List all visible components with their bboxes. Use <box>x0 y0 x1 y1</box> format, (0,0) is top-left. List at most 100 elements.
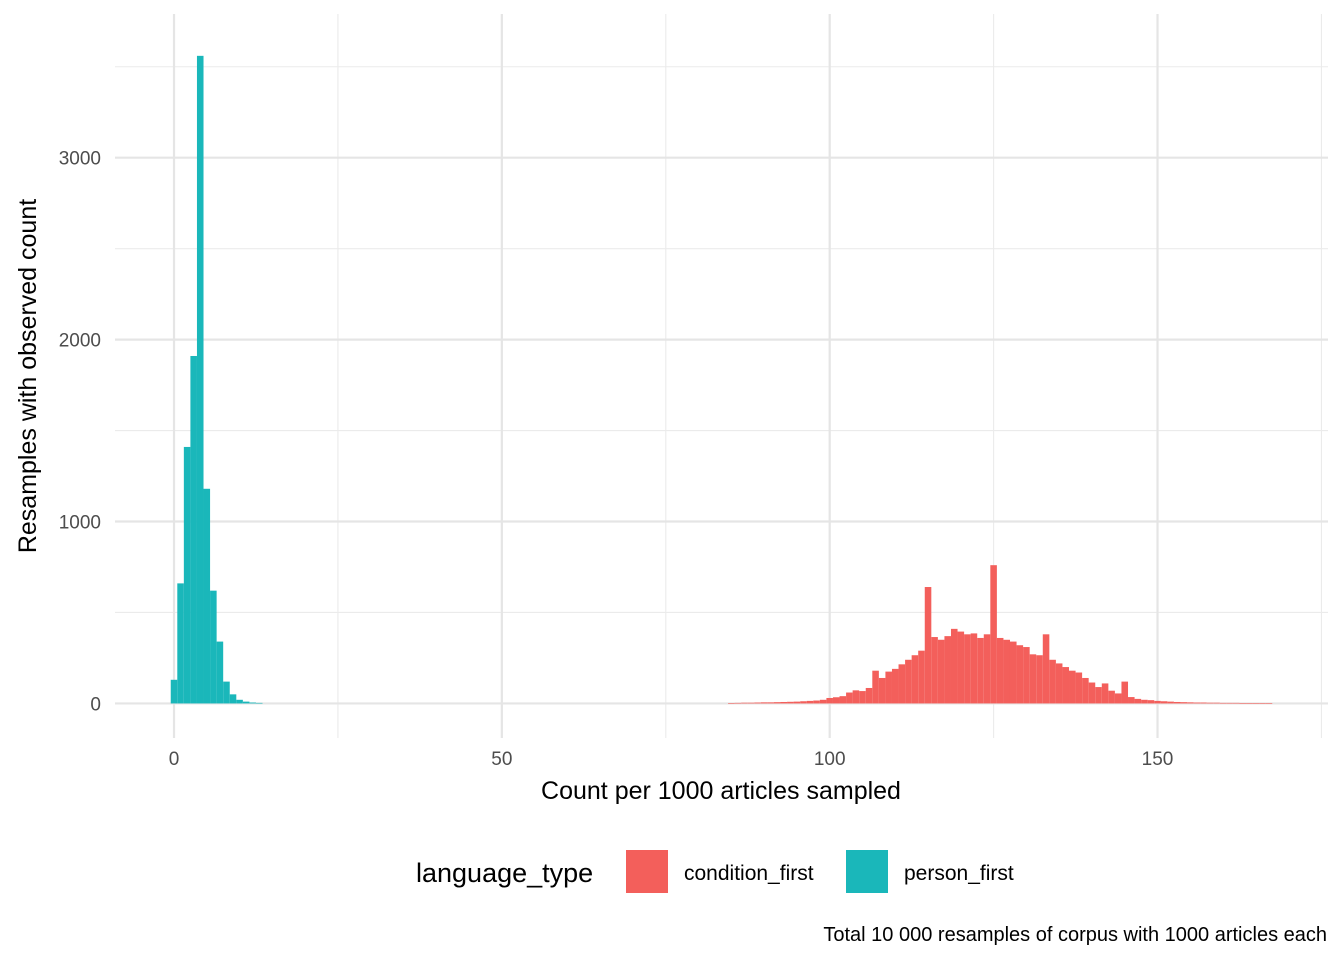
bar-condition-first <box>1259 703 1266 704</box>
bar-condition-first <box>1246 703 1253 704</box>
bar-person-first <box>249 702 256 704</box>
bar-condition-first <box>950 628 958 704</box>
bar-condition-first <box>1206 702 1214 704</box>
bar-condition-first <box>990 565 997 704</box>
x-tick-label: 150 <box>1142 749 1174 770</box>
grid <box>115 14 1328 738</box>
bar-condition-first <box>1128 697 1135 704</box>
bar-condition-first <box>1213 702 1220 704</box>
bar-person-first <box>190 355 197 704</box>
bar-condition-first <box>1121 681 1129 704</box>
bar-condition-first <box>1088 682 1096 704</box>
y-axis-title: Resamples with observed count <box>14 199 42 553</box>
bar-person-first <box>255 702 263 704</box>
bar-condition-first <box>813 700 820 704</box>
plot-bars <box>170 55 1273 704</box>
y-tick-label: 0 <box>90 694 101 715</box>
x-axis-title: Count per 1000 articles sampled <box>541 777 901 805</box>
bar-person-first <box>177 583 184 704</box>
bar-condition-first <box>1180 702 1188 704</box>
bar-condition-first <box>872 670 879 704</box>
bar-condition-first <box>1029 654 1037 704</box>
bar-condition-first <box>800 701 807 704</box>
bar-person-first <box>242 701 250 704</box>
bar-condition-first <box>944 636 951 704</box>
bar-condition-first <box>1042 634 1050 704</box>
bar-condition-first <box>977 637 984 704</box>
bar-condition-first <box>734 702 742 704</box>
legend-swatch-condition-first <box>626 850 668 893</box>
bar-condition-first <box>1193 702 1201 704</box>
bar-condition-first <box>911 655 919 704</box>
bar-condition-first <box>1160 701 1168 704</box>
bar-condition-first <box>1016 645 1024 704</box>
bar-condition-first <box>773 702 781 704</box>
bar-condition-first <box>826 697 833 704</box>
bar-condition-first <box>983 634 991 704</box>
bar-condition-first <box>1023 647 1030 704</box>
bar-condition-first <box>1167 701 1174 704</box>
bar-person-first <box>183 446 191 704</box>
bar-condition-first <box>970 633 978 704</box>
legend-label-person-first: person_first <box>904 862 1014 885</box>
bar-condition-first <box>852 690 860 704</box>
bar-person-first <box>216 641 224 704</box>
bar-condition-first <box>1226 702 1233 704</box>
bar-condition-first <box>1009 641 1017 704</box>
bar-condition-first <box>964 634 971 704</box>
bar-condition-first <box>1187 702 1194 704</box>
bar-condition-first <box>891 668 899 704</box>
bar-person-first <box>196 55 204 704</box>
y-tick-label: 1000 <box>59 513 101 534</box>
bar-person-first <box>203 488 211 704</box>
bar-condition-first <box>1114 693 1122 704</box>
bar-condition-first <box>898 664 906 704</box>
bar-condition-first <box>1239 703 1247 704</box>
bar-condition-first <box>819 699 827 704</box>
bar-condition-first <box>1075 672 1083 704</box>
bar-condition-first <box>728 703 735 704</box>
bar-condition-first <box>924 587 932 704</box>
bar-condition-first <box>937 639 945 704</box>
bar-condition-first <box>806 700 814 704</box>
bar-condition-first <box>1147 700 1155 704</box>
bar-condition-first <box>1108 690 1115 704</box>
bar-condition-first <box>1101 683 1109 704</box>
bar-condition-first <box>1055 663 1063 704</box>
bar-condition-first <box>859 691 866 704</box>
bar-condition-first <box>931 637 938 704</box>
bar-condition-first <box>1095 687 1102 704</box>
bar-condition-first <box>747 702 755 704</box>
bar-condition-first <box>787 701 794 704</box>
axis-ticks: 0 50 100 150 0 1000 2000 3000 <box>59 149 1174 770</box>
x-tick-label: 100 <box>814 749 846 770</box>
bar-person-first <box>229 694 237 704</box>
bar-condition-first <box>793 701 801 704</box>
bar-condition-first <box>767 702 774 704</box>
bar-condition-first <box>1173 701 1181 704</box>
bar-condition-first <box>1036 655 1043 704</box>
legend-swatch-person-first <box>846 850 888 893</box>
bar-condition-first <box>760 702 768 704</box>
bar-condition-first <box>905 659 912 704</box>
bar-condition-first <box>1252 703 1260 704</box>
bar-condition-first <box>957 631 965 704</box>
bar-condition-first <box>780 701 788 704</box>
bar-condition-first <box>1200 702 1207 704</box>
bar-condition-first <box>839 696 847 704</box>
bar-condition-first <box>918 650 925 704</box>
x-tick-label: 0 <box>169 749 180 770</box>
x-tick-label: 50 <box>491 749 512 770</box>
bar-condition-first <box>1134 698 1142 704</box>
bar-condition-first <box>1141 699 1148 704</box>
bar-condition-first <box>754 702 761 704</box>
legend: language_type condition_first person_fir… <box>416 850 1014 893</box>
bar-condition-first <box>878 677 886 704</box>
bar-condition-first <box>1082 677 1089 704</box>
y-tick-label: 2000 <box>59 331 101 352</box>
bar-condition-first <box>1154 700 1161 704</box>
y-tick-label: 3000 <box>59 149 101 170</box>
bar-condition-first <box>846 692 853 704</box>
bar-condition-first <box>832 697 840 704</box>
bar-person-first <box>223 681 230 704</box>
